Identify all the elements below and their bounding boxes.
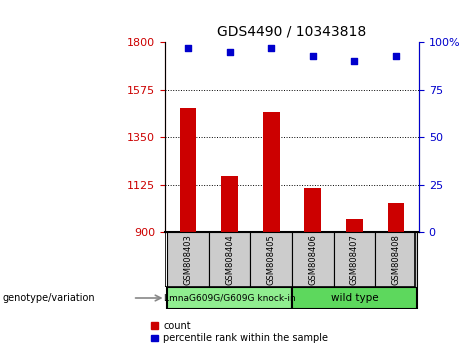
FancyBboxPatch shape <box>250 232 292 287</box>
FancyBboxPatch shape <box>209 232 250 287</box>
Title: GDS4490 / 10343818: GDS4490 / 10343818 <box>218 24 366 39</box>
Text: GSM808405: GSM808405 <box>266 234 276 285</box>
Bar <box>346 219 363 232</box>
FancyBboxPatch shape <box>292 287 417 309</box>
Bar <box>305 188 321 232</box>
Text: genotype/variation: genotype/variation <box>2 293 95 303</box>
Point <box>267 45 275 51</box>
FancyBboxPatch shape <box>292 232 334 287</box>
Text: GSM808408: GSM808408 <box>391 234 401 285</box>
FancyBboxPatch shape <box>167 287 292 309</box>
FancyBboxPatch shape <box>334 232 375 287</box>
Point <box>226 49 233 55</box>
Text: wild type: wild type <box>331 293 378 303</box>
Bar <box>180 108 196 232</box>
FancyBboxPatch shape <box>167 232 209 287</box>
Point <box>351 59 358 64</box>
Point <box>309 53 317 58</box>
Text: GSM808406: GSM808406 <box>308 234 317 285</box>
FancyBboxPatch shape <box>375 232 417 287</box>
Bar <box>221 176 238 232</box>
Bar <box>388 202 404 232</box>
Text: GSM808404: GSM808404 <box>225 234 234 285</box>
Text: GSM808403: GSM808403 <box>183 234 192 285</box>
Legend: count, percentile rank within the sample: count, percentile rank within the sample <box>147 317 332 347</box>
Point <box>392 53 400 58</box>
Point <box>184 45 192 51</box>
Text: GSM808407: GSM808407 <box>350 234 359 285</box>
Bar <box>263 112 279 232</box>
Text: LmnaG609G/G609G knock-in: LmnaG609G/G609G knock-in <box>164 293 296 303</box>
